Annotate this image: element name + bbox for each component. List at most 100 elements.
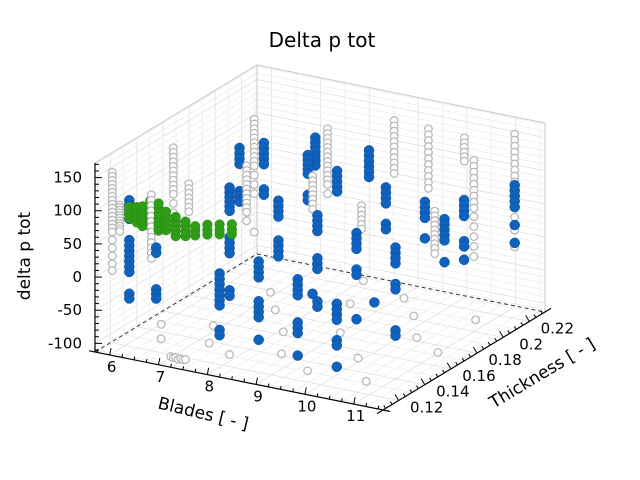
y-tick <box>442 369 445 374</box>
data-point-blue <box>312 301 323 312</box>
data-point-gray <box>249 227 259 237</box>
data-point-blue <box>331 186 343 197</box>
right-wall-grid-h <box>256 72 546 132</box>
data-point-gray <box>430 249 440 259</box>
data-point-blue <box>390 284 401 295</box>
y-tick <box>473 346 478 354</box>
floor-grid-y <box>175 302 465 362</box>
x-tick <box>243 378 246 383</box>
left-wall-grid-h <box>94 66 258 165</box>
data-point-gray <box>323 189 332 199</box>
x-tick <box>194 368 197 373</box>
left-wall-grid-h <box>94 158 258 258</box>
floor-grid-y <box>97 350 386 409</box>
data-point-gray <box>107 266 117 275</box>
y-tick <box>525 315 530 322</box>
data-point-gray <box>361 376 371 386</box>
data-point-gray <box>115 226 125 236</box>
right-wall-grid-h <box>256 138 546 198</box>
y-tick <box>468 353 471 358</box>
data-point-blue <box>458 210 470 222</box>
data-point-blue <box>390 258 401 269</box>
right-wall-grid-h <box>256 99 546 158</box>
right-wall-grid-h <box>256 79 546 138</box>
data-point-blue <box>150 247 162 259</box>
data-point-gray <box>204 338 214 348</box>
x-tick <box>96 348 99 353</box>
y-tick <box>409 389 413 393</box>
data-point-blue <box>312 225 323 237</box>
data-point-gray <box>399 293 409 303</box>
right-wall-grid-h <box>256 251 546 311</box>
right-wall-grid-h <box>256 119 546 178</box>
top-right-edge <box>256 64 546 124</box>
data-point-blue <box>312 263 323 275</box>
data-point-green <box>153 198 164 209</box>
data-point-green <box>214 219 225 230</box>
data-point-green <box>180 216 191 227</box>
x-tick-label: 9 <box>253 387 263 405</box>
z-tick-label: 50 <box>63 235 82 253</box>
data-point-blue <box>150 293 162 304</box>
y-tick <box>514 326 517 330</box>
data-point-gray <box>107 235 117 245</box>
axes-and-ticks <box>88 163 552 415</box>
x-tick <box>231 375 233 380</box>
data-point-blue <box>419 212 431 224</box>
right-wall-grid-h <box>256 132 546 191</box>
x-tick-label: 11 <box>346 407 365 425</box>
data-point-gray <box>345 299 355 309</box>
data-point-blue <box>214 300 225 311</box>
data-point-blue <box>509 201 520 213</box>
right-wall-grid-h <box>256 172 546 231</box>
data-point-gray <box>469 212 479 222</box>
y-tick <box>446 362 452 370</box>
data-point-gray <box>168 198 178 208</box>
y-tick <box>499 331 504 338</box>
data-point-gray <box>242 207 252 217</box>
x-tick <box>292 388 294 392</box>
data-point-green <box>202 219 213 230</box>
floor-grid-y <box>215 278 504 338</box>
x-tick <box>377 405 380 410</box>
x-tick <box>121 353 124 358</box>
data-point-gray <box>168 189 178 199</box>
x-tick-label: 6 <box>107 358 117 376</box>
data-point-gray <box>107 227 117 237</box>
y-tick <box>461 357 465 362</box>
data-point-gray <box>389 169 399 178</box>
top-left-edge <box>94 64 258 164</box>
x-tick <box>109 347 112 356</box>
left-wall-grid-h <box>94 85 258 185</box>
left-wall-grid-h <box>94 92 258 192</box>
x-tick <box>206 367 210 375</box>
data-point-blue <box>124 266 135 278</box>
x-tick-label: 8 <box>204 378 214 396</box>
right-wall-grid-h <box>256 198 546 258</box>
x-tick <box>341 398 343 402</box>
data-point-blue <box>273 211 284 222</box>
data-point-gray <box>433 347 443 357</box>
y-tick <box>540 310 543 314</box>
data-point-gray <box>409 311 419 321</box>
z-tick-label: 0 <box>72 268 82 286</box>
z-tick-label: 150 <box>53 169 82 187</box>
data-point-blue <box>253 311 264 323</box>
right-wall-grid-h <box>256 245 546 304</box>
right-wall-grid-h <box>256 205 546 264</box>
y-tick <box>487 341 491 346</box>
data-point-gray <box>459 156 469 166</box>
y-tick <box>507 330 511 334</box>
data-point-blue <box>258 189 270 200</box>
y-tick <box>481 345 485 350</box>
data-point-blue <box>369 297 380 308</box>
data-point-blue <box>253 272 264 283</box>
x-axis-line <box>88 350 390 412</box>
data-point-gray <box>277 349 287 359</box>
y-tick <box>383 405 387 409</box>
data-point-gray <box>469 232 479 242</box>
x-tick <box>218 373 221 378</box>
y-tick <box>520 322 524 326</box>
data-point-gray <box>184 207 194 217</box>
